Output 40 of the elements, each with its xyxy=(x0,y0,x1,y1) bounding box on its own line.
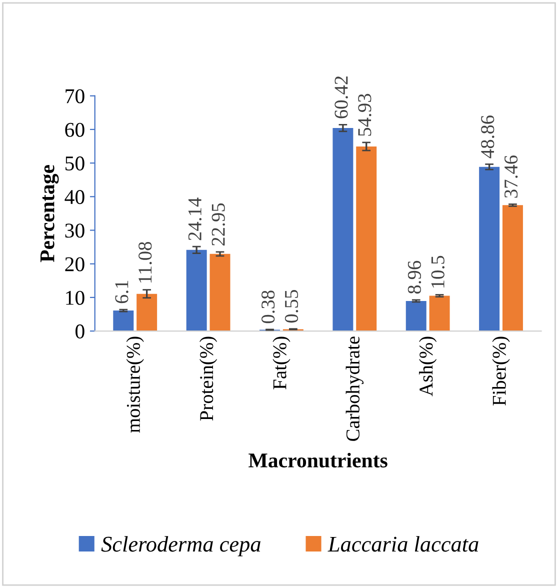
bar xyxy=(332,128,354,332)
y-tick-label: 0 xyxy=(76,324,84,338)
data-label: 24.14 xyxy=(188,198,202,240)
legend-label: Laccaria laccata xyxy=(328,536,478,552)
y-axis-title: Percentage xyxy=(40,165,59,262)
y-tick-label: 60 xyxy=(65,122,84,137)
data-label: 0.38 xyxy=(262,290,275,324)
data-label: 37.46 xyxy=(504,155,518,198)
bar xyxy=(113,310,134,332)
y-tick-label: 20 xyxy=(65,257,84,272)
x-tick-label: Carbohydrate xyxy=(346,336,364,441)
x-tick-label: moisture(%) xyxy=(126,336,144,433)
data-label: 10.5 xyxy=(431,256,444,288)
bar xyxy=(406,300,426,332)
x-tick-label: Fat(%) xyxy=(272,336,290,390)
data-label: 0.55 xyxy=(284,290,298,323)
x-tick-label: Protein(%) xyxy=(199,336,218,421)
y-tick-label: 50 xyxy=(66,156,84,170)
bar xyxy=(136,294,158,332)
x-tick-label: Ash(%) xyxy=(419,336,437,396)
legend-label: Scleroderma cepa xyxy=(101,536,260,556)
y-tick-label: 70 xyxy=(66,89,84,104)
data-label: 60.42 xyxy=(334,76,348,118)
bar xyxy=(210,254,230,332)
bar xyxy=(502,205,523,332)
data-label: 48.86 xyxy=(481,115,494,158)
bar xyxy=(356,146,377,332)
bar xyxy=(186,250,207,332)
data-label: 22.95 xyxy=(212,203,225,246)
x-axis-title: Macronutrients xyxy=(248,452,388,468)
data-label: 11.08 xyxy=(138,242,152,283)
y-tick-label: 10 xyxy=(66,290,84,305)
y-tick-label: 30 xyxy=(65,224,84,238)
bar xyxy=(429,296,450,332)
y-tick-label: 40 xyxy=(64,190,84,204)
data-label: 8.96 xyxy=(408,260,422,294)
data-label: 54.93 xyxy=(358,94,372,136)
bar xyxy=(479,166,500,332)
data-label: 6.1 xyxy=(115,280,128,304)
x-tick-label: Fiber(%) xyxy=(492,336,510,406)
